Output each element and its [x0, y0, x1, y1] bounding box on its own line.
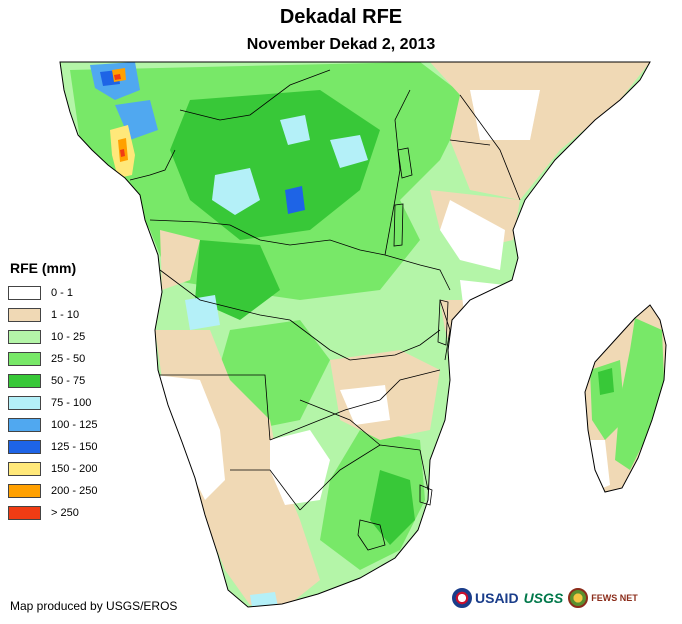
legend-swatch: [8, 352, 41, 366]
usgs-logo: USGS: [524, 590, 564, 606]
legend-swatch: [8, 506, 41, 520]
usaid-logo: USAID: [452, 588, 519, 608]
legend-swatch: [8, 484, 41, 498]
legend-label: 100 - 125: [51, 419, 98, 431]
legend-item: 100 - 125: [8, 414, 118, 436]
legend-label: 0 - 1: [51, 287, 74, 299]
credit-text: Map produced by USGS/EROS: [10, 599, 178, 613]
legend-label: 125 - 150: [51, 441, 98, 453]
usaid-seal-icon: [452, 588, 472, 608]
legend-swatch: [8, 308, 41, 322]
legend-item: 75 - 100: [8, 392, 118, 414]
legend-item: 25 - 50: [8, 348, 118, 370]
fews-net-seal-icon: [568, 588, 589, 608]
legend-item: 125 - 150: [8, 436, 118, 458]
legend-swatch: [8, 440, 41, 454]
legend-swatch: [8, 286, 41, 300]
legend-swatch: [8, 396, 41, 410]
legend-label: 50 - 75: [51, 375, 86, 387]
legend-label: 200 - 250: [51, 485, 98, 497]
usgs-logo-icon: USGS: [523, 590, 564, 606]
legend-item: 150 - 200: [8, 458, 118, 480]
legend-swatch: [8, 418, 41, 432]
legend-item: 1 - 10: [8, 304, 118, 326]
map-subtitle: November Dekad 2, 2013: [246, 36, 436, 53]
legend-item: 10 - 25: [8, 326, 118, 348]
legend: RFE (mm) 0 - 1 1 - 10 10 - 25 25 - 50 50…: [8, 260, 118, 524]
legend-swatch: [8, 374, 41, 388]
legend-item: > 250: [8, 502, 118, 524]
legend-swatch: [8, 330, 41, 344]
legend-label: 75 - 100: [51, 397, 92, 409]
fews-net-logo: FEWS NET: [568, 588, 638, 608]
legend-label: > 250: [51, 507, 79, 519]
fews-net-wordmark: FEWS NET: [591, 593, 638, 603]
legend-swatch: [8, 462, 41, 476]
legend-item: 0 - 1: [8, 282, 118, 304]
legend-title: RFE (mm): [10, 260, 77, 276]
legend-item: 200 - 250: [8, 480, 118, 502]
legend-item: 50 - 75: [8, 370, 118, 392]
legend-label: 150 - 200: [51, 463, 98, 475]
legend-label: 25 - 50: [51, 353, 86, 365]
usaid-wordmark: USAID: [475, 590, 519, 606]
map-title: Dekadal RFE: [279, 6, 403, 28]
legend-label: 10 - 25: [51, 331, 86, 343]
logo-strip: USAID USGS FEWS NET: [452, 583, 677, 613]
legend-label: 1 - 10: [51, 309, 80, 321]
